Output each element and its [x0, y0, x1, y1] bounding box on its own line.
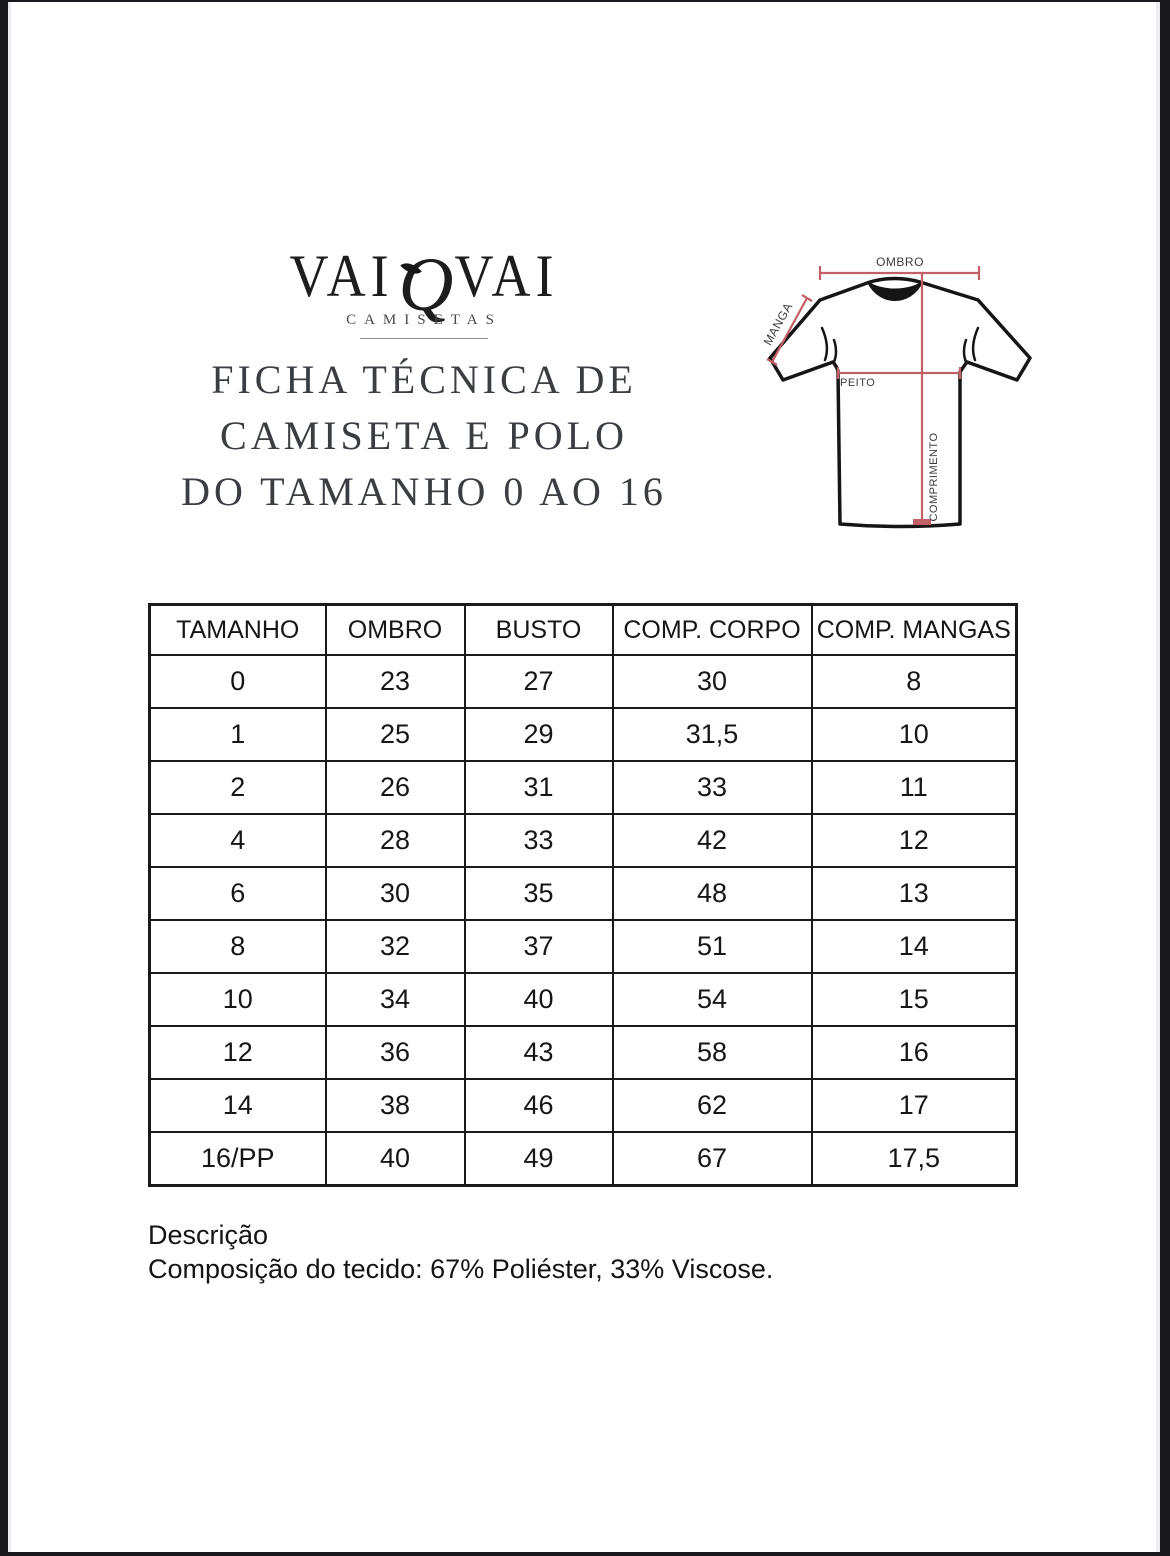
size-table: TAMANHO OMBRO BUSTO COMP. CORPO COMP. MANGAS… — [148, 603, 1018, 1187]
table-cell: 30 — [611, 654, 813, 709]
table-cell: 42 — [611, 813, 813, 868]
table-cell: 33 — [463, 813, 614, 868]
description-heading: Descrição — [148, 1220, 269, 1250]
measurement-lines — [766, 266, 981, 523]
table-cell: 15 — [810, 972, 1018, 1027]
frame-top — [0, 0, 1170, 2]
table-cell: 46 — [463, 1078, 614, 1133]
table-cell: 48 — [611, 866, 813, 921]
size-table-body: 0 23 27 30 8 1 25 29 31,5 10 2 26 31 33 11 4 28 33 42 12 6 30… — [148, 654, 1018, 1187]
table-row: 10 34 40 54 15 — [148, 972, 1018, 1027]
table-cell: 2 — [148, 760, 327, 815]
frame-gutter-left — [8, 0, 11, 1556]
table-cell: 26 — [324, 760, 466, 815]
table-row: 14 38 46 62 17 — [148, 1078, 1018, 1133]
table-cell: 27 — [463, 654, 614, 709]
table-cell: 25 — [324, 707, 466, 762]
table-cell: 13 — [810, 866, 1018, 921]
table-cell: 51 — [611, 919, 813, 974]
table-cell: 1 — [148, 707, 327, 762]
table-cell: 37 — [463, 919, 614, 974]
size-table-header-cell: BUSTO — [463, 603, 614, 656]
table-cell: 28 — [324, 813, 466, 868]
label-ombro: OMBRO — [876, 255, 924, 269]
frame-bottom — [0, 1552, 1170, 1556]
tshirt-outline — [768, 276, 1032, 529]
table-cell: 6 — [148, 866, 327, 921]
label-peito: PEITO — [840, 377, 875, 389]
table-cell: 0 — [148, 654, 327, 709]
size-table-header-cell: OMBRO — [324, 603, 466, 656]
table-cell: 16/PP — [148, 1131, 327, 1187]
size-table-header-cell: TAMANHO — [148, 603, 327, 656]
frame-right — [1160, 0, 1170, 1556]
table-cell: 38 — [324, 1078, 466, 1133]
table-cell: 54 — [611, 972, 813, 1027]
table-cell: 17,5 — [810, 1131, 1018, 1187]
table-row: 8 32 37 51 14 — [148, 919, 1018, 974]
label-comprimento: COMPRIMENTO — [928, 432, 940, 521]
tshirt-measurement-diagram: OMBRO MANGA PEITO COMPRIMENTO — [761, 255, 1032, 529]
table-row: 12 36 43 58 16 — [148, 1025, 1018, 1080]
table-cell: 62 — [611, 1078, 813, 1133]
table-cell: 23 — [324, 654, 466, 709]
brand-logo: VAI Q VAI — [289, 242, 559, 327]
comprimento-end-tick — [913, 519, 931, 525]
page-title-line3: DO TAMANHO 0 AO 16 — [181, 469, 667, 514]
table-cell: 17 — [810, 1078, 1018, 1133]
table-cell: 40 — [324, 1131, 466, 1187]
table-cell: 12 — [810, 813, 1018, 868]
table-cell: 14 — [148, 1078, 327, 1133]
table-cell: 16 — [810, 1025, 1018, 1080]
table-row: 16/PP 40 49 67 17,5 — [148, 1131, 1018, 1187]
size-table-header-cell: COMP. MANGAS — [810, 603, 1018, 656]
table-cell: 12 — [148, 1025, 327, 1080]
table-row: 0 23 27 30 8 — [148, 654, 1018, 709]
table-cell: 11 — [810, 760, 1018, 815]
description-body: Composição do tecido: 67% Poliéster, 33%… — [148, 1254, 774, 1284]
table-cell: 32 — [324, 919, 466, 974]
page-title: FICHA TÉCNICA DE CAMISETA E POLO DO TAMA… — [120, 352, 728, 520]
table-cell: 8 — [810, 654, 1018, 709]
table-cell: 8 — [148, 919, 327, 974]
description-block: Descrição Composição do tecido: 67% Poli… — [148, 1218, 773, 1286]
table-cell: 31,5 — [611, 707, 813, 762]
table-row: 2 26 31 33 11 — [148, 760, 1018, 815]
page-title-line1: FICHA TÉCNICA DE — [211, 357, 637, 402]
brand-tagline: CAMISETAS — [346, 312, 502, 328]
table-cell: 43 — [463, 1025, 614, 1080]
table-cell: 31 — [463, 760, 614, 815]
size-table-header-cell: COMP. CORPO — [611, 603, 813, 656]
tshirt-creases — [820, 326, 980, 364]
frame-left — [0, 0, 8, 1556]
table-cell: 36 — [324, 1025, 466, 1080]
table-cell: 49 — [463, 1131, 614, 1187]
table-cell: 33 — [611, 760, 813, 815]
table-cell: 30 — [324, 866, 466, 921]
table-cell: 4 — [148, 813, 327, 868]
brand-rule — [360, 338, 488, 339]
table-cell: 34 — [324, 972, 466, 1027]
frame-gutter-right — [1156, 0, 1160, 1556]
table-cell: 10 — [148, 972, 327, 1027]
size-table-header-row: TAMANHO OMBRO BUSTO COMP. CORPO COMP. MANGAS — [148, 603, 1018, 656]
logo-word-left: VAI — [289, 242, 394, 310]
table-cell: 10 — [810, 707, 1018, 762]
table-cell: 40 — [463, 972, 614, 1027]
table-cell: 14 — [810, 919, 1018, 974]
table-cell: 35 — [463, 866, 614, 921]
page-title-line2: CAMISETA E POLO — [220, 413, 628, 458]
table-cell: 67 — [611, 1131, 813, 1187]
table-row: 6 30 35 48 13 — [148, 866, 1018, 921]
table-cell: 29 — [463, 707, 614, 762]
table-row: 4 28 33 42 12 — [148, 813, 1018, 868]
table-cell: 58 — [611, 1025, 813, 1080]
table-row: 1 25 29 31,5 10 — [148, 707, 1018, 762]
logo-word-right: VAI — [454, 242, 559, 310]
